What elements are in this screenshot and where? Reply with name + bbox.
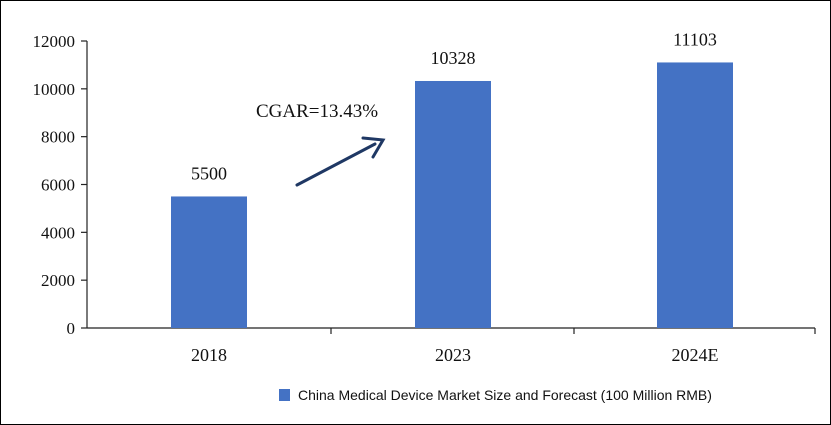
data-labels: 5500 10328 11103 [191,29,717,183]
y-tick-label: 8000 [41,128,75,147]
growth-arrow [295,142,377,187]
cagr-annotation: CGAR=13.43% [256,101,386,187]
y-tick-label: 0 [67,319,76,338]
data-label: 10328 [431,48,476,68]
bars [171,62,733,329]
y-axis: 0 2000 4000 6000 8000 10000 12000 [33,32,88,338]
bar [415,80,491,328]
x-tick-label: 2024E [672,345,719,365]
x-tick-label: 2018 [191,345,227,365]
legend-label: China Medical Device Market Size and For… [298,387,712,403]
x-axis: 2018 2023 2024E [87,327,816,365]
legend: China Medical Device Market Size and For… [279,387,712,403]
legend-swatch [279,389,290,401]
data-label: 5500 [191,163,227,183]
x-tick-label: 2023 [435,345,471,365]
data-label: 11103 [673,29,717,49]
y-tick-label: 12000 [33,32,76,51]
y-tick-label: 4000 [41,223,75,242]
bar [657,62,733,329]
bar [171,196,247,328]
cagr-label: CGAR=13.43% [256,101,378,122]
y-tick-label: 10000 [33,80,76,99]
growth-arrow-head [361,136,386,159]
y-tick-label: 6000 [41,176,75,195]
y-tick-label: 2000 [41,271,75,290]
